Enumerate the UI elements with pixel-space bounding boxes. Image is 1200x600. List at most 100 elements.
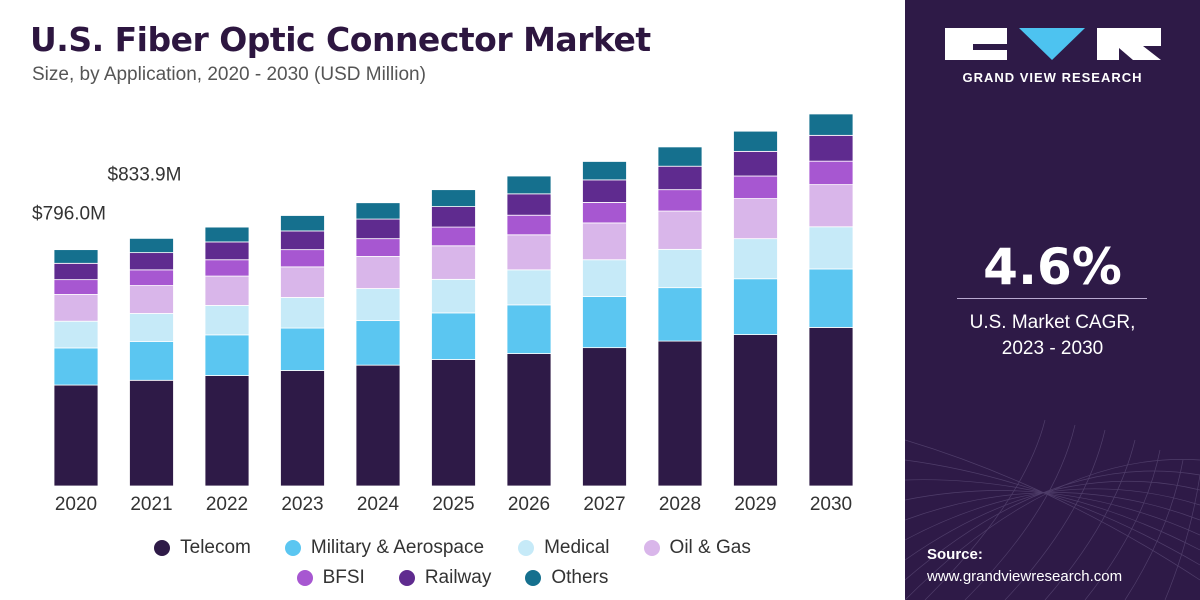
bar-segment-2029-1 bbox=[733, 278, 778, 335]
x-tick-label-2020: 2020 bbox=[55, 494, 97, 515]
bar-segment-2021-4 bbox=[129, 269, 174, 286]
bar-segment-2022-1 bbox=[204, 334, 250, 376]
bar-segment-2030-2 bbox=[808, 226, 854, 270]
bar-segment-2030-1 bbox=[808, 268, 854, 328]
bar-segment-2025-6 bbox=[431, 189, 476, 207]
bar-segment-2030-0 bbox=[808, 327, 854, 487]
bar-segment-2026-0 bbox=[506, 353, 552, 487]
bar-segment-2029-0 bbox=[733, 334, 778, 487]
bar-segment-2022-0 bbox=[204, 375, 250, 487]
legend-swatch-icon bbox=[643, 540, 660, 556]
x-tick-label-2025: 2025 bbox=[432, 494, 474, 515]
bar-segment-2026-1 bbox=[506, 304, 552, 354]
bar-segment-2028-1 bbox=[657, 287, 703, 342]
bar-segment-2020-0 bbox=[53, 384, 99, 487]
chart-legend: Telecom Military & Aerospace Medical Oil & … bbox=[0, 533, 905, 593]
bar-segment-2020-5 bbox=[53, 262, 99, 281]
x-tick-label-2023: 2023 bbox=[281, 494, 323, 515]
bar-segment-2022-5 bbox=[204, 241, 250, 261]
bar-segment-2028-6 bbox=[657, 146, 703, 167]
x-tick-label-2026: 2026 bbox=[508, 494, 550, 515]
bar-segment-2025-3 bbox=[431, 245, 476, 280]
legend-label: Railway bbox=[424, 567, 492, 588]
legend-label: Military & Aerospace bbox=[310, 537, 485, 558]
legend-label: Telecom bbox=[180, 537, 251, 558]
bar-segment-2020-2 bbox=[53, 320, 99, 349]
bar-segment-2020-1 bbox=[53, 347, 99, 386]
bar-segment-2028-2 bbox=[657, 248, 703, 289]
x-tick-label-2024: 2024 bbox=[357, 494, 400, 515]
bar-segment-2023-5 bbox=[280, 230, 325, 251]
bar-segment-2027-3 bbox=[582, 222, 627, 261]
x-tick-label-2027: 2027 bbox=[583, 494, 625, 515]
brand-name: GRAND VIEW RESEARCH bbox=[962, 70, 1143, 85]
bar-segment-2025-0 bbox=[431, 359, 476, 487]
bar-segment-2024-2 bbox=[355, 288, 401, 322]
bar-segment-2023-3 bbox=[280, 266, 325, 298]
bar-segment-2023-0 bbox=[280, 370, 325, 487]
bar-segment-2030-5 bbox=[808, 134, 854, 162]
bar-segment-2021-2 bbox=[129, 313, 174, 342]
bar-segment-2023-1 bbox=[280, 327, 325, 371]
chart-title: U.S. Fiber Optic Connector Market bbox=[30, 20, 651, 59]
legend-swatch-icon bbox=[525, 570, 542, 586]
bar-segment-2027-4 bbox=[582, 202, 627, 224]
cagr-divider bbox=[957, 298, 1147, 299]
bar-segment-2021-0 bbox=[129, 379, 174, 487]
bar-segment-2022-6 bbox=[204, 226, 250, 243]
legend-row-1: Telecom Military & Aerospace Medical Oil & … bbox=[0, 533, 905, 563]
bar-segment-2024-1 bbox=[355, 320, 401, 366]
chart-panel: U.S. Fiber Optic Connector Market Size, … bbox=[0, 20, 905, 593]
bar-segment-2021-5 bbox=[129, 252, 174, 271]
legend-label: Medical bbox=[544, 537, 610, 558]
legend-label: BFSI bbox=[322, 567, 365, 588]
cagr-label: U.S. Market CAGR, 2023 - 2030 bbox=[905, 310, 1200, 362]
bar-segment-2024-6 bbox=[355, 202, 401, 220]
bar-segment-2025-5 bbox=[431, 206, 476, 228]
bar-segment-2024-0 bbox=[355, 364, 401, 487]
x-tick-label-2029: 2029 bbox=[734, 494, 776, 515]
bar-segment-2027-0 bbox=[582, 347, 627, 487]
bar-segment-2028-0 bbox=[657, 340, 703, 487]
cagr-label-line1: U.S. Market CAGR, bbox=[969, 312, 1136, 333]
legend-item: Military & Aerospace bbox=[284, 537, 485, 559]
bar-segment-2029-5 bbox=[733, 150, 778, 177]
gvr-logo-icon bbox=[945, 28, 1161, 60]
source-label: Source: bbox=[927, 546, 983, 563]
bar-segment-2023-4 bbox=[280, 249, 325, 268]
bar-segment-2026-5 bbox=[506, 193, 552, 216]
bar-segment-2023-2 bbox=[280, 297, 325, 329]
bar-segment-2028-3 bbox=[657, 210, 703, 250]
legend-item: Oil & Gas bbox=[643, 537, 751, 559]
bar-segment-2029-2 bbox=[733, 238, 778, 280]
legend-item: BFSI bbox=[296, 567, 365, 589]
bar-segment-2030-6 bbox=[808, 113, 854, 136]
bar-segment-2028-4 bbox=[657, 189, 703, 212]
bar-segment-2025-4 bbox=[431, 226, 476, 247]
bar-segment-2021-6 bbox=[129, 237, 174, 254]
bar-segment-2030-3 bbox=[808, 184, 854, 228]
info-sidebar: GRAND VIEW RESEARCH 4.6% U.S. Market CAG… bbox=[905, 0, 1200, 600]
decorative-grid-background bbox=[905, 419, 1200, 600]
legend-item: Telecom bbox=[154, 537, 251, 559]
bar-segment-2025-2 bbox=[431, 278, 476, 314]
bar-segment-2030-4 bbox=[808, 160, 854, 186]
bar-segment-2023-6 bbox=[280, 215, 325, 232]
legend-swatch-icon bbox=[284, 540, 301, 556]
x-tick-label-2021: 2021 bbox=[130, 494, 172, 515]
legend-label: Oil & Gas bbox=[669, 537, 751, 558]
chart-subtitle: Size, by Application, 2020 - 2030 (USD M… bbox=[32, 64, 426, 85]
bar-segment-2026-6 bbox=[506, 175, 552, 195]
x-tick-label-2030: 2030 bbox=[810, 494, 852, 515]
bar-segment-2020-3 bbox=[53, 294, 99, 322]
data-label-2021: $833.9M bbox=[108, 164, 182, 185]
legend-row-2: BFSI Railway Others bbox=[0, 563, 905, 593]
legend-swatch-icon bbox=[296, 570, 313, 586]
source-url[interactable]: www.grandviewresearch.com bbox=[927, 568, 1123, 585]
bar-segment-2028-5 bbox=[657, 165, 703, 191]
bar-segment-2024-5 bbox=[355, 218, 401, 240]
bar-segment-2024-3 bbox=[355, 256, 401, 289]
legend-swatch-icon bbox=[398, 570, 415, 586]
legend-item: Others bbox=[525, 567, 608, 589]
bar-segment-2022-2 bbox=[204, 305, 250, 336]
